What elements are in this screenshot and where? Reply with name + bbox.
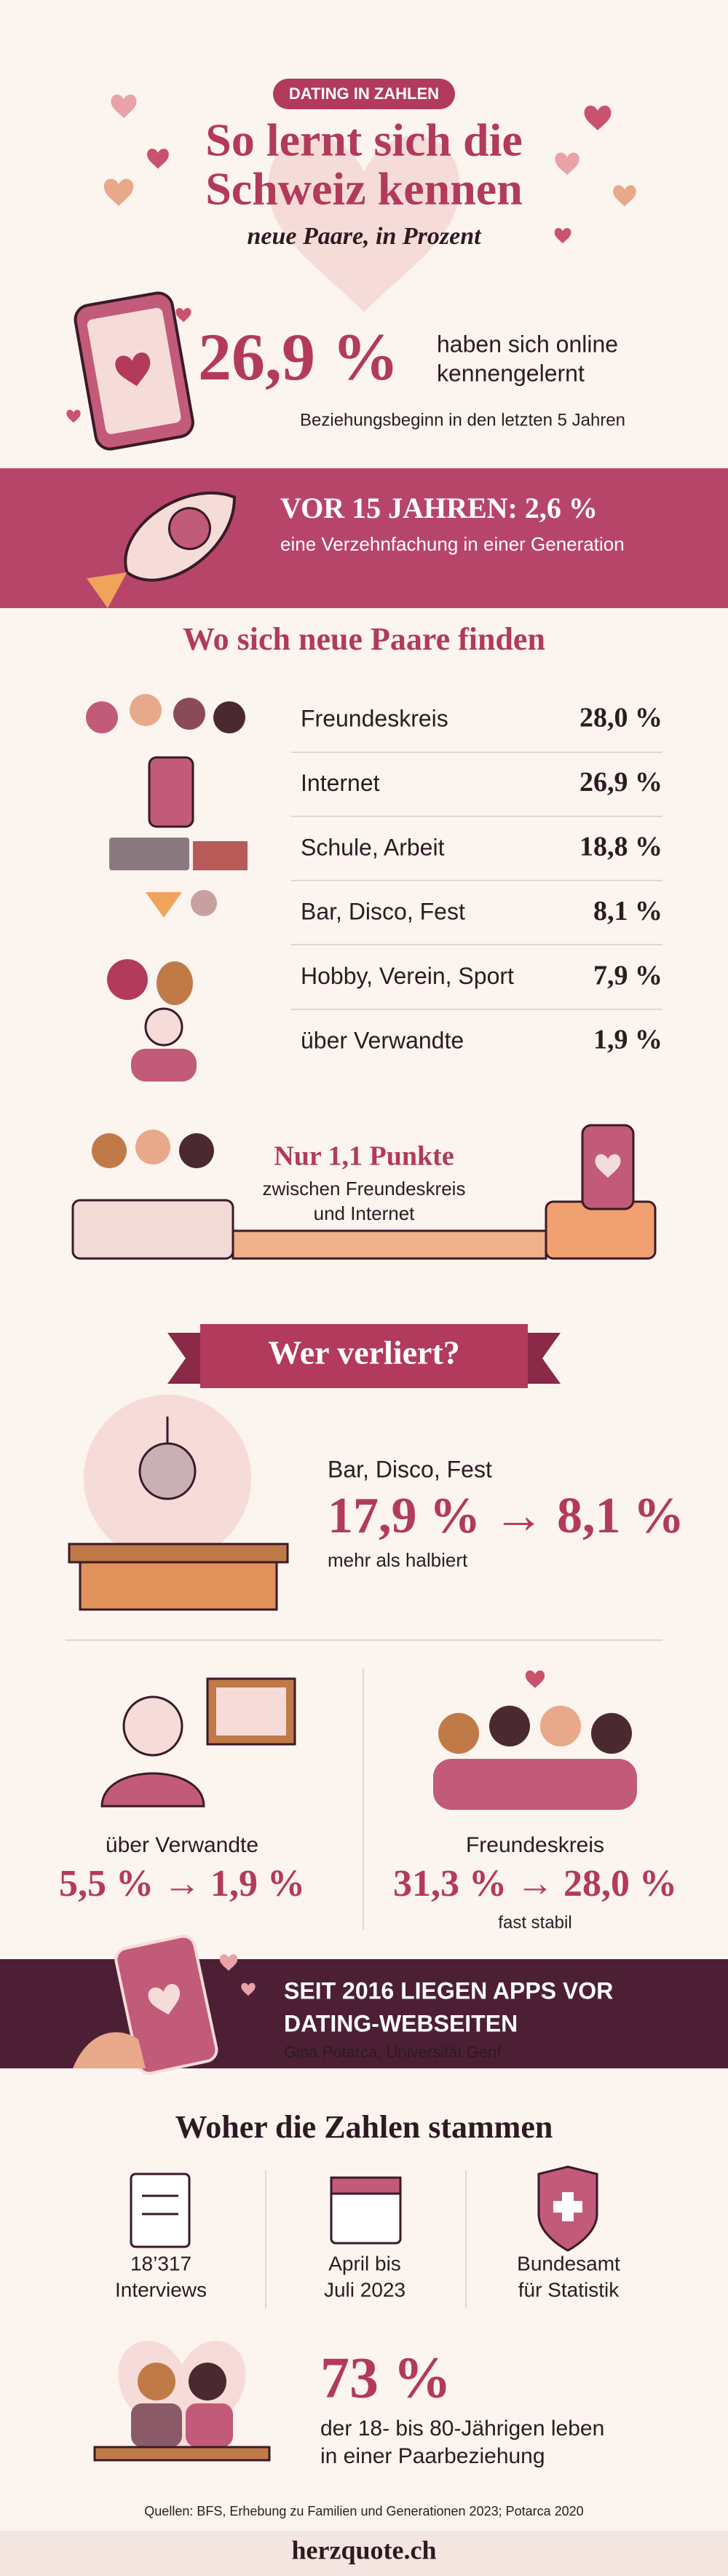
rocket-icon: [87, 492, 236, 609]
past-headline: VOR 15 JAHREN: 2,6 %: [280, 492, 598, 524]
loser-label: über Verwandte: [106, 1833, 258, 1857]
online-text: haben sich online: [437, 331, 618, 357]
sofa-illustration: [71, 1124, 657, 1260]
grandma-illustration: [100, 1677, 296, 1808]
hand-phone-icon: [114, 1934, 218, 2075]
section-title: Wo sich neue Paare finden: [183, 621, 545, 657]
place-label: über Verwandte: [301, 1027, 464, 1053]
source-text: Juli 2023: [324, 2278, 405, 2301]
place-value: 28,0 %: [579, 703, 662, 733]
phone-icon: [74, 291, 194, 451]
past-text: eine Verzehnfachung in einer Generation: [280, 533, 625, 555]
loser-label: Freundeskreis: [466, 1833, 604, 1857]
apps-text: DATING-WEBSEITEN: [284, 2010, 518, 2036]
ribbon-title: Wer verliert?: [268, 1334, 460, 1371]
gap-text: zwischen Freundeskreis: [263, 1178, 466, 1200]
band: [0, 468, 728, 608]
bench-illustration: [93, 2341, 271, 2462]
apps-text: SEIT 2016 LIEGEN APPS VOR: [284, 1977, 613, 2004]
loser-note: fast stabil: [498, 1913, 571, 1932]
brand: herzquote.ch: [292, 2535, 437, 2564]
source-text: April bis: [328, 2252, 401, 2274]
place-label: Bar, Disco, Fest: [301, 899, 465, 925]
place-value: 7,9 %: [593, 960, 662, 990]
loser-change: 5,5 % → 1,9 %: [59, 1863, 305, 1905]
loser-change: 31,3 % → 28,0 %: [393, 1863, 677, 1905]
couples-text: der 18- bis 80-Jährigen leben: [320, 2417, 604, 2441]
row-dividers: [291, 752, 662, 1010]
online-note: Beziehungsbeginn in den letzten 5 Jahren: [300, 410, 625, 430]
badge: [273, 79, 455, 109]
loser-label: Bar, Disco, Fest: [328, 1456, 492, 1482]
source-text: 18’317: [130, 2252, 191, 2274]
footer-band: [0, 2531, 728, 2576]
hand: [73, 2032, 146, 2068]
subtitle: neue Paare, in Prozent: [247, 223, 482, 250]
place-value: 1,9 %: [593, 1025, 662, 1055]
online-value: 26,9 %: [198, 320, 399, 394]
gap-headline: Nur 1,1 Punkte: [274, 1141, 454, 1172]
footer-sources: Quellen: BFS, Erhebung zu Familien und G…: [144, 2504, 583, 2518]
badge-text: DATING IN ZAHLEN: [289, 84, 439, 103]
ribbon: [167, 1324, 561, 1388]
place-value: 8,1 %: [593, 896, 662, 926]
gap-text: und Internet: [314, 1202, 416, 1224]
place-value: 18,8 %: [579, 832, 662, 862]
apps-source: Gina Potarca, Universität Genf: [284, 2043, 502, 2061]
online-text: kennengelernt: [437, 360, 585, 386]
source-text: Bundesamt: [517, 2252, 620, 2274]
source-icons: [130, 2165, 598, 2252]
place-label: Hobby, Verein, Sport: [301, 963, 514, 989]
place-label: Internet: [301, 770, 380, 796]
section-title: Woher die Zahlen stammen: [175, 2109, 553, 2145]
place-value: 26,9 %: [579, 767, 662, 797]
loser-note: mehr als halbiert: [328, 1549, 468, 1571]
place-label: Freundeskreis: [301, 705, 448, 731]
source-text: für Statistik: [518, 2278, 620, 2301]
friends-illustration: [433, 1670, 637, 1810]
couples-text: in einer Paarbeziehung: [320, 2444, 545, 2468]
couples-value: 73 %: [320, 2346, 451, 2410]
place-label: Schule, Arbeit: [301, 834, 445, 860]
source-text: Interviews: [115, 2278, 207, 2301]
disco-illustration: [68, 1395, 289, 1611]
title: Schweiz kennen: [205, 163, 523, 215]
loser-change: 17,9 % → 8,1 %: [328, 1488, 684, 1544]
title: So lernt sich die: [205, 114, 523, 166]
row-icons: [86, 694, 248, 1082]
